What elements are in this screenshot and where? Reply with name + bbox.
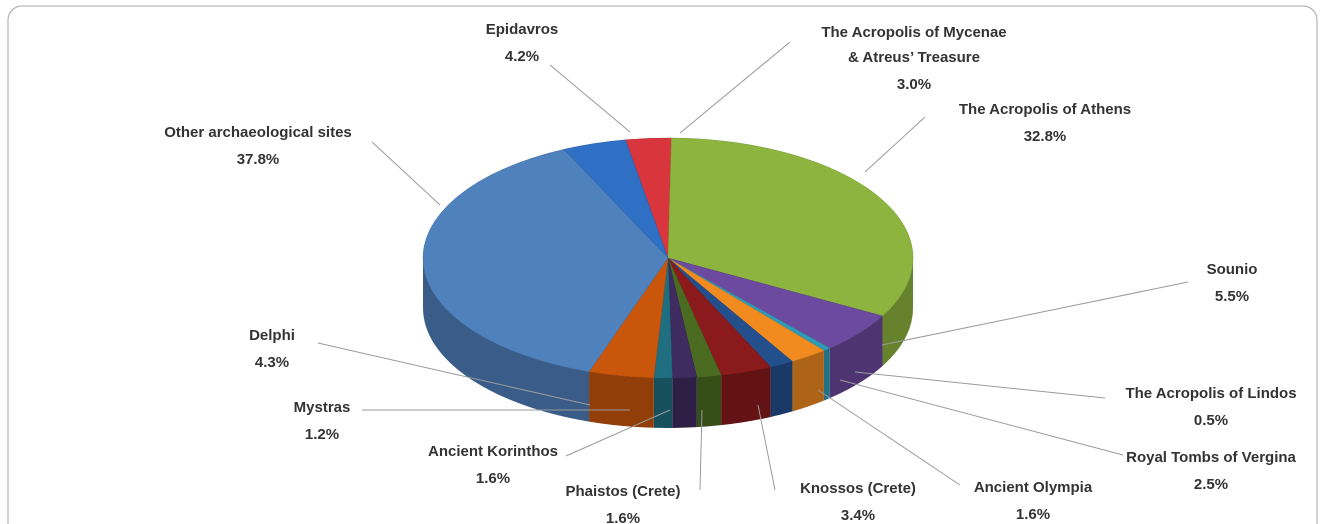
value-label: 1.2% [305,426,339,443]
leader-line [565,409,671,457]
category-label: The Acropolis of Mycenae [821,24,1006,41]
slice-side [696,375,722,428]
category-label: Ancient Korinthos [428,443,558,460]
slice [667,137,914,317]
category-label: Epidavros [486,21,559,38]
value-label: 4.2% [505,48,539,65]
leader-line [317,342,591,406]
value-label: 3.4% [841,507,875,524]
category-label: Delphi [249,327,295,344]
slice-side [823,348,830,401]
leader-line [699,409,703,491]
leader-line [549,64,631,133]
category-label: Mystras [294,399,351,416]
value-label: 4.3% [255,354,289,371]
slice-side [672,377,697,428]
slice-side [423,258,590,422]
leader-line [757,404,776,491]
category-label: Sounio [1207,261,1258,278]
category-label: The Acropolis of Lindos [1125,385,1296,402]
value-label: 0.5% [1194,412,1228,429]
slice [563,139,669,259]
slice-side [792,350,824,412]
leader-line [679,41,791,134]
slice-side [721,366,771,426]
value-label: 32.8% [1024,128,1067,145]
slice-side [770,361,793,417]
value-label: 1.6% [606,510,640,524]
leader-line [864,116,926,173]
leader-line [854,371,1106,399]
slice-side [653,377,673,428]
value-label: 37.8% [237,151,280,168]
value-label: 1.6% [476,470,510,487]
leader-line [839,379,1124,456]
slice [422,149,669,372]
category-label: The Acropolis of Athens [959,101,1131,118]
category-label: Knossos (Crete) [800,480,916,497]
category-label: Phaistos (Crete) [565,483,680,500]
leader-line [817,389,961,486]
slice-side [829,315,883,399]
category-label: & Atreus’ Treasure [848,49,980,66]
value-label: 2.5% [1194,476,1228,493]
value-label: 5.5% [1215,288,1249,305]
value-label: 3.0% [897,76,931,93]
category-label: Royal Tombs of Vergina [1126,449,1296,466]
leader-line [881,281,1189,346]
slice-side [882,258,913,366]
category-label: Ancient Olympia [974,479,1093,496]
leader-line [371,141,441,206]
category-label: Other archaeological sites [164,124,352,141]
slice-side [589,371,654,428]
value-label: 1.6% [1016,506,1050,523]
